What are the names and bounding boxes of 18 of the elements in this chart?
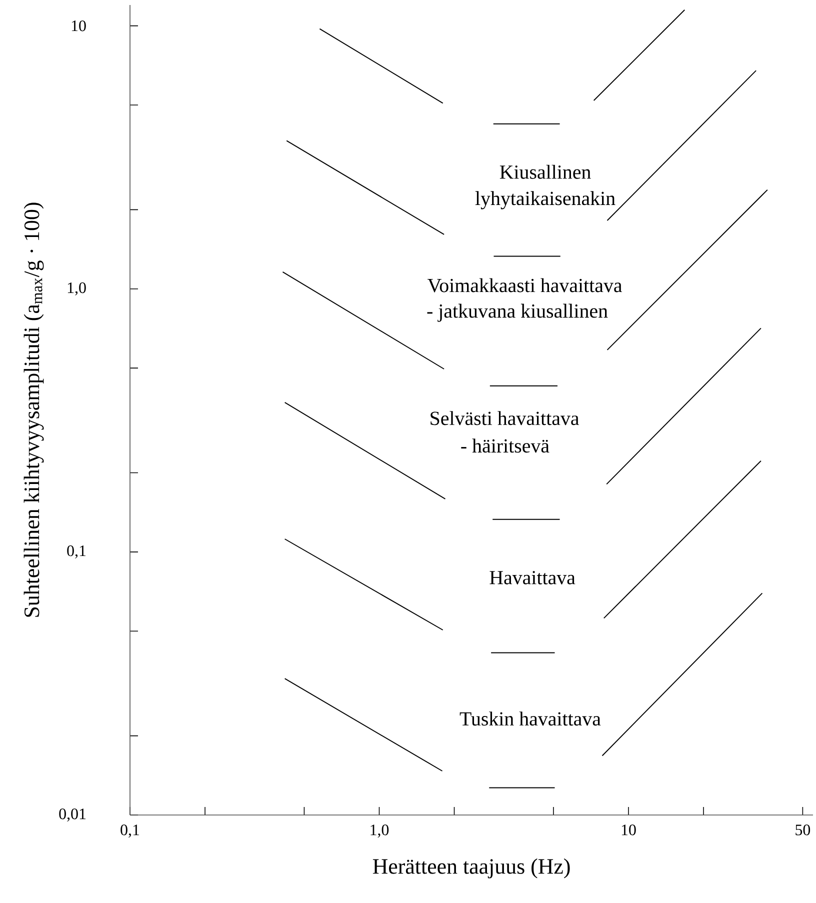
annotation: Kiusallinen [500, 164, 591, 179]
annotation: Voimakkaasti havaittava [428, 278, 622, 292]
x-tick-label: 50 [796, 824, 810, 836]
x-tick-label: 10 [622, 824, 636, 836]
annotation: Tuskin havaittava [460, 712, 601, 726]
annotation: - häiritsevä [461, 438, 550, 453]
y-tick-label: 0,1 [67, 545, 86, 558]
x-axis-title: Herätteen taajuus (Hz) [372, 858, 570, 878]
annotation: lyhytaikaisenakin [475, 191, 616, 210]
y-tick-label: 10 [72, 20, 86, 32]
y-axis-title: Suhteellinen kiihtyvyysamplitudi (a$_{max}$/g · 100) [24, 202, 44, 617]
annotation: - jatkuvana kiusallinen [427, 304, 608, 322]
x-tick-label: 1,0 [370, 824, 389, 838]
y-tick-label: 0,01 [59, 808, 86, 822]
annotation: Selvästi havaittava [430, 411, 580, 426]
annotation: Havaittava [490, 570, 576, 584]
x-tick-label: 0,1 [120, 824, 140, 838]
y-tick-label: 1,0 [68, 282, 86, 296]
